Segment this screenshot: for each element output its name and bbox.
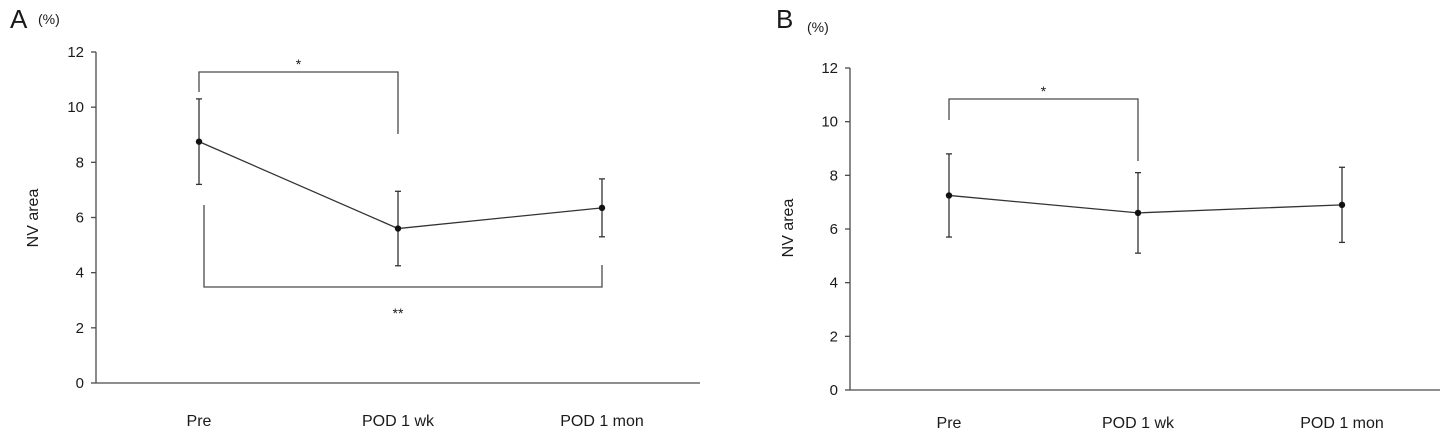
panel-b-letter: B bbox=[776, 4, 793, 34]
panel-b-series-line bbox=[948, 194, 1343, 214]
panel-a-significance-bracket bbox=[198, 71, 399, 134]
panel-a-data-point bbox=[394, 225, 402, 232]
panel-a-data-point bbox=[195, 138, 203, 145]
panel-a-significance-bracket bbox=[203, 205, 603, 288]
panel-a-x-tick-label: Pre bbox=[187, 413, 212, 430]
panel-b-data-point bbox=[1134, 209, 1142, 217]
panel-a: A (%) NV area 0 2 4 6 8 10 12 Pre POD 1 wk POD 1 … bbox=[10, 4, 700, 430]
panel-b-x-tick-label: POD 1 wk bbox=[1102, 415, 1175, 432]
panel-b-significance-label: * bbox=[1041, 83, 1047, 99]
panel-a-significance-label: ** bbox=[393, 305, 404, 321]
panel-b-y-tick-label: 10 bbox=[821, 114, 838, 131]
panel-b-data-point bbox=[945, 192, 953, 199]
panel-b-y-tick-label: 2 bbox=[830, 328, 838, 345]
panel-a-data-point bbox=[598, 204, 606, 212]
panel-b-unit: (%) bbox=[807, 19, 829, 35]
panel-b-y-tick-label: 12 bbox=[821, 60, 838, 77]
panel-a-y-tick-label: 2 bbox=[76, 320, 84, 337]
panel-b-y-axis-label: NV area bbox=[780, 199, 797, 258]
panel-a-y-tick-label: 6 bbox=[76, 210, 84, 227]
panel-a-y-tick-label: 0 bbox=[76, 375, 84, 392]
panel-b-significance-bracket bbox=[948, 98, 1139, 161]
panel-a-x-tick-label: POD 1 mon bbox=[560, 413, 644, 430]
panel-b-y-tick-label: 8 bbox=[830, 167, 838, 184]
panel-b: B (%) NV area 0 2 4 6 8 10 12 Pre POD 1 wk POD 1 … bbox=[776, 4, 1440, 432]
panel-a-series-line bbox=[198, 141, 603, 230]
panel-a-y-tick-label: 4 bbox=[76, 265, 84, 282]
panel-a-x-tick-label: POD 1 wk bbox=[362, 413, 435, 430]
panel-a-y-axis-label: NV area bbox=[25, 189, 42, 248]
panel-a-letter: A bbox=[10, 4, 28, 34]
panel-b-x-tick-label: Pre bbox=[937, 415, 962, 432]
panel-b-y-tick-label: 4 bbox=[830, 275, 838, 292]
panel-a-y-tick-label: 10 bbox=[67, 99, 84, 116]
panel-a-y-tick-label: 8 bbox=[76, 154, 84, 171]
panel-b-x-tick-label: POD 1 mon bbox=[1300, 415, 1384, 432]
panel-b-data-point bbox=[1338, 201, 1346, 209]
panel-b-y-tick-label: 6 bbox=[830, 221, 838, 238]
panel-a-significance-label: * bbox=[296, 56, 302, 72]
panel-b-y-tick-label: 0 bbox=[830, 382, 838, 399]
panel-a-y-tick-label: 12 bbox=[67, 44, 84, 61]
panel-a-unit: (%) bbox=[38, 11, 60, 27]
